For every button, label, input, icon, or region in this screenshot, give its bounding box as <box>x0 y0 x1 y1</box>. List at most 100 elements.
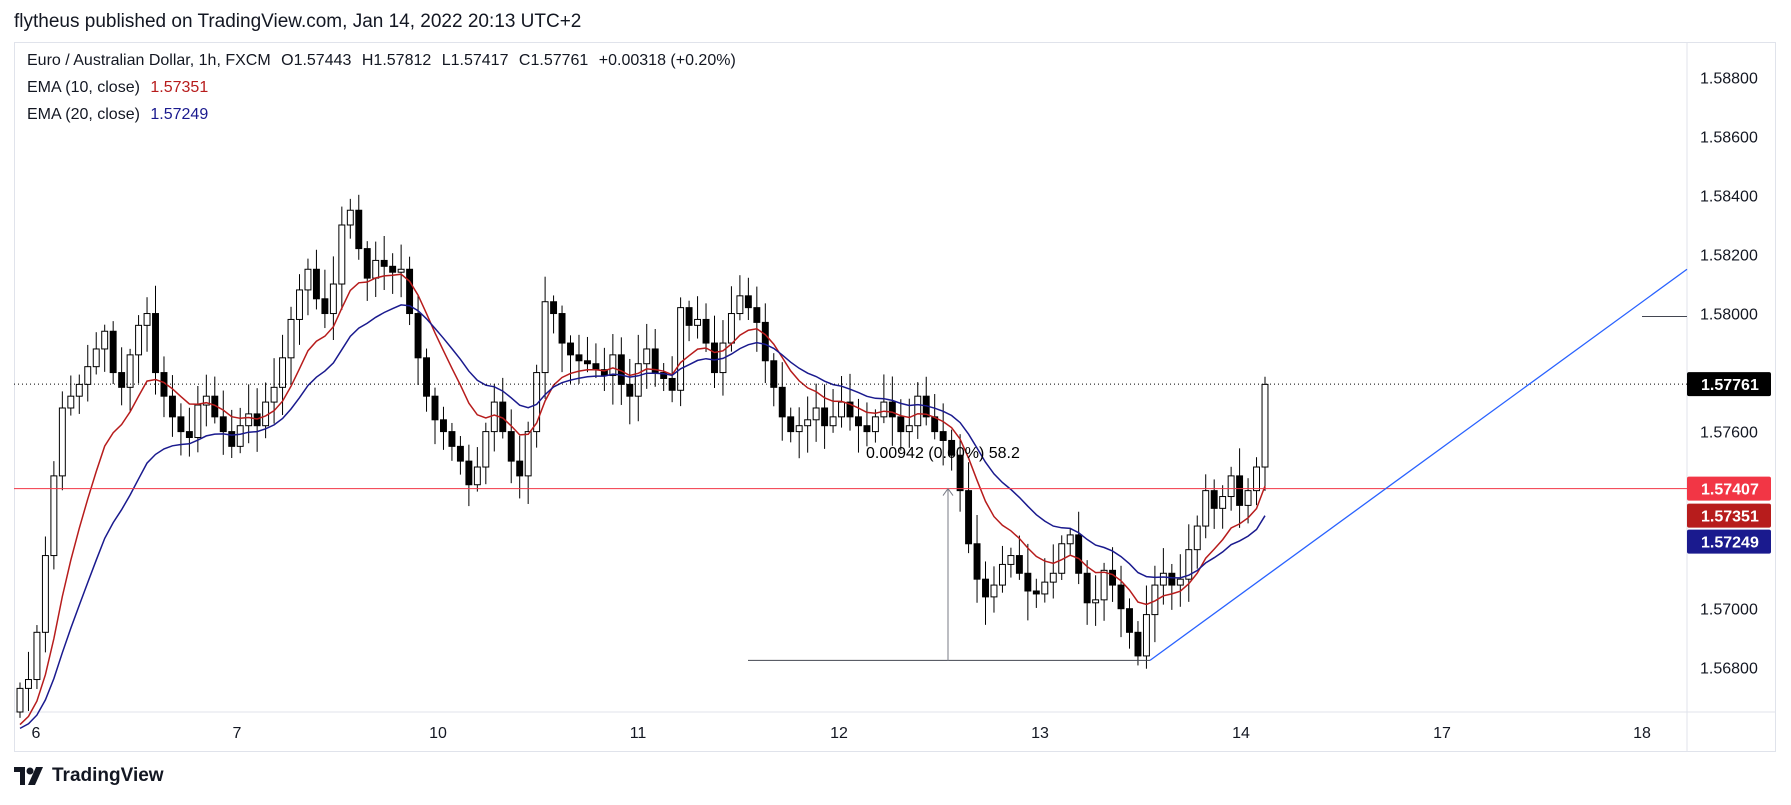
candle-body <box>634 363 642 397</box>
candle-body <box>236 425 244 447</box>
candle-body <box>423 357 430 397</box>
candle-body <box>1007 555 1015 565</box>
candle-body <box>185 431 193 439</box>
candle-body <box>380 259 388 267</box>
candle-body <box>304 268 312 291</box>
candle-body <box>550 301 558 315</box>
candle-body <box>126 354 134 388</box>
candle-body <box>685 307 693 326</box>
last-price-tag <box>1687 372 1771 397</box>
candle-body <box>1032 590 1040 595</box>
candle-body <box>101 330 109 350</box>
candle-body <box>516 460 524 477</box>
candle-body <box>855 416 862 427</box>
y-tick-label: 1.57600 <box>1700 425 1758 442</box>
candle-body <box>456 445 464 462</box>
candle-body <box>1202 490 1210 527</box>
candle-body <box>880 401 888 418</box>
y-tick-label: 1.58000 <box>1700 307 1758 324</box>
candle-body <box>795 425 803 433</box>
y-tick-label: 1.56800 <box>1700 661 1758 678</box>
candle-body <box>982 578 989 598</box>
candle-body <box>770 360 778 388</box>
candle-body <box>152 313 159 374</box>
candle-body <box>16 687 24 713</box>
candle-body <box>863 425 871 433</box>
candle-body <box>143 313 151 326</box>
candle-body <box>727 313 735 344</box>
candle-body <box>643 348 651 365</box>
ohlc-open: O1.57443 <box>281 52 352 69</box>
candle-body <box>736 295 744 315</box>
y-tick-label: 1.58800 <box>1700 70 1758 87</box>
candle-body <box>711 342 718 374</box>
candle-body <box>787 416 795 433</box>
candle-body <box>905 425 913 433</box>
candle-body <box>939 431 947 441</box>
candle-body <box>177 416 185 433</box>
candle-body <box>25 679 32 689</box>
tradingview-footer[interactable]: TradingView <box>14 765 164 787</box>
candle-body <box>168 395 176 418</box>
x-tick-label: 6 <box>32 725 41 742</box>
candle-body <box>41 555 49 633</box>
candle-body <box>626 383 634 397</box>
measure-arrow <box>942 487 954 496</box>
candle-body <box>338 224 346 285</box>
symbol-legend: Euro / Australian Dollar, 1h, FXCM O1.57… <box>27 52 742 70</box>
candle-body <box>1210 490 1218 509</box>
candle-body <box>973 543 981 580</box>
y-tick-label: 1.58600 <box>1700 129 1758 146</box>
candle-body <box>75 383 83 397</box>
candle-body <box>558 313 566 344</box>
candle-body <box>482 431 490 468</box>
candle-body <box>567 342 574 356</box>
candle-body <box>524 431 532 477</box>
candle-body <box>135 324 143 356</box>
candle-body <box>1049 572 1057 583</box>
candle-body <box>346 209 354 226</box>
support-level-tag-label: 1.57407 <box>1701 482 1759 499</box>
candle-body <box>592 363 600 371</box>
ema20-line <box>19 304 1266 730</box>
candle-body <box>194 404 202 439</box>
candle-body <box>279 357 287 388</box>
candle-body <box>914 395 922 427</box>
last-price-tag-label: 1.57761 <box>1701 377 1759 394</box>
candle-body <box>1083 572 1091 604</box>
candle-body <box>473 466 481 486</box>
candle-body <box>998 563 1006 586</box>
candle-body <box>778 386 786 418</box>
candle-body <box>1185 549 1193 580</box>
brand-name: TradingView <box>52 765 164 786</box>
candle-body <box>948 439 956 456</box>
ema20-legend[interactable]: EMA (20, close) 1.57249 <box>27 106 214 124</box>
candle-body <box>821 407 829 427</box>
candle-body <box>583 360 591 365</box>
ohlc-close: C1.57761 <box>518 52 589 69</box>
candle-body <box>414 313 422 359</box>
candle-body <box>888 401 896 418</box>
ema10-legend[interactable]: EMA (10, close) 1.57351 <box>27 79 214 97</box>
candle-body <box>1227 475 1235 498</box>
candle-body <box>219 416 227 433</box>
candle-body <box>1193 525 1201 551</box>
candle-body <box>609 354 617 377</box>
candle-body <box>440 419 447 433</box>
candle-body <box>118 372 126 388</box>
candle-body <box>541 301 549 374</box>
candle-body <box>228 431 236 447</box>
candle-body <box>1159 572 1167 586</box>
candle-body <box>397 268 405 273</box>
candle-body <box>761 321 769 362</box>
ohlc-change: +0.00318 (+0.20%) <box>598 52 736 69</box>
candle-body <box>490 401 498 433</box>
symbol-name: Euro / Australian Dollar, 1h, FXCM <box>27 52 271 69</box>
candle-body <box>871 416 879 433</box>
candle-body <box>990 584 998 598</box>
tradingview-logo-icon <box>14 767 43 785</box>
x-tick-label: 11 <box>630 725 647 742</box>
candle-body <box>1041 581 1049 595</box>
ohlc-high: H1.57812 <box>361 52 432 69</box>
